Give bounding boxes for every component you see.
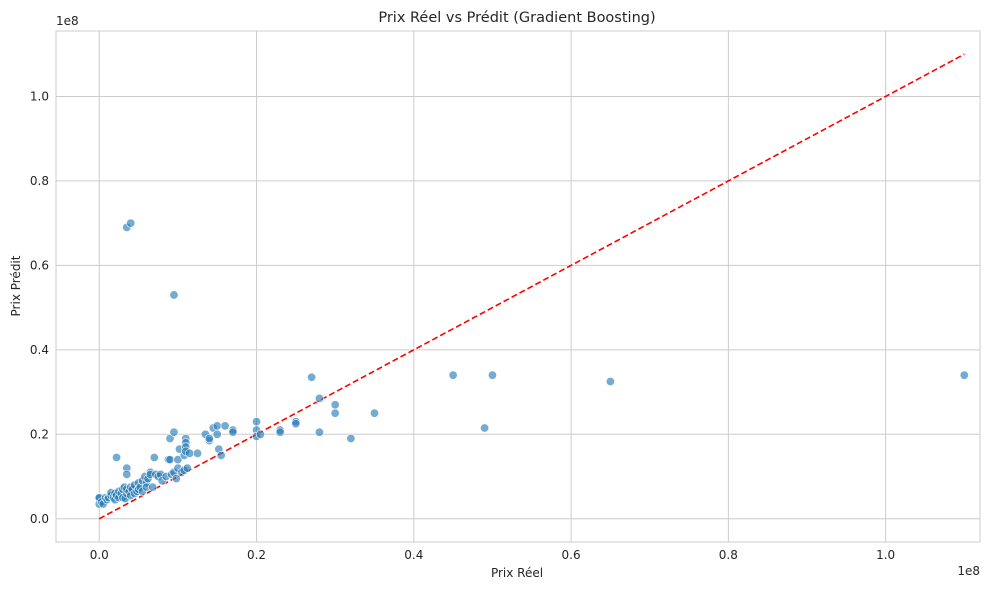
scatter-point [255,429,265,439]
y-tick-label: 0.2 [30,427,49,441]
scatter-point [171,474,181,484]
scatter-point [314,427,324,437]
scatter-point [346,434,356,444]
scatter-point [216,450,226,460]
x-tick-label: 0.0 [90,548,109,562]
scatter-point [122,469,132,479]
scatter-point [307,372,317,382]
x-tick-label: 1.0 [876,548,895,562]
plot-frame [55,30,981,543]
reference-line-group [98,53,965,520]
x-offset-label: 1e8 [957,564,980,578]
grid-lines [56,31,980,542]
x-tick-labels: 0.0 0.2 0.4 0.6 0.8 1.0 [90,548,895,562]
scatter-point [480,423,490,433]
scatter-point [126,218,136,228]
x-tick-label: 0.4 [404,548,423,562]
scatter-point [275,427,285,437]
y-tick-label: 0.0 [30,512,49,526]
scatter-points [94,218,969,509]
scatter-point [112,453,122,463]
scatter-point [149,453,159,463]
scatter-point [173,455,183,465]
chart-title: Prix Réel vs Prédit (Gradient Boosting) [378,10,655,26]
scatter-point [369,408,379,418]
scatter-point [148,482,158,492]
scatter-point [169,427,179,437]
scatter-point [185,448,195,458]
scatter-point [330,400,340,410]
scatter-point [193,448,203,458]
scatter-point [605,377,615,387]
scatter-point [448,370,458,380]
scatter-point [220,421,230,431]
y-tick-labels: 0.0 0.2 0.4 0.6 0.8 1.0 [30,89,49,525]
reference-line [98,53,965,520]
y-tick-label: 0.4 [30,343,49,357]
scatter-point [314,393,324,403]
y-tick-label: 0.6 [30,258,49,272]
scatter-point [169,290,179,300]
scatter-point [291,419,301,429]
scatter-point [959,370,969,380]
scatter-point [212,429,222,439]
scatter-point [165,455,175,465]
x-tick-label: 0.2 [247,548,266,562]
scatter-point [204,434,214,444]
x-tick-label: 0.6 [562,548,581,562]
scatter-point [252,417,262,427]
y-tick-label: 1.0 [30,89,49,103]
scatter-point [212,421,222,431]
x-tick-label: 0.8 [719,548,738,562]
y-tick-label: 0.8 [30,174,49,188]
scatter-point [487,370,497,380]
scatter-point [228,427,238,437]
y-offset-label: 1e8 [56,14,79,28]
y-axis-label: Prix Prédit [9,255,23,316]
x-axis-label: Prix Réel [491,566,543,580]
scatter-point [182,463,192,473]
scatter-point [330,408,340,418]
